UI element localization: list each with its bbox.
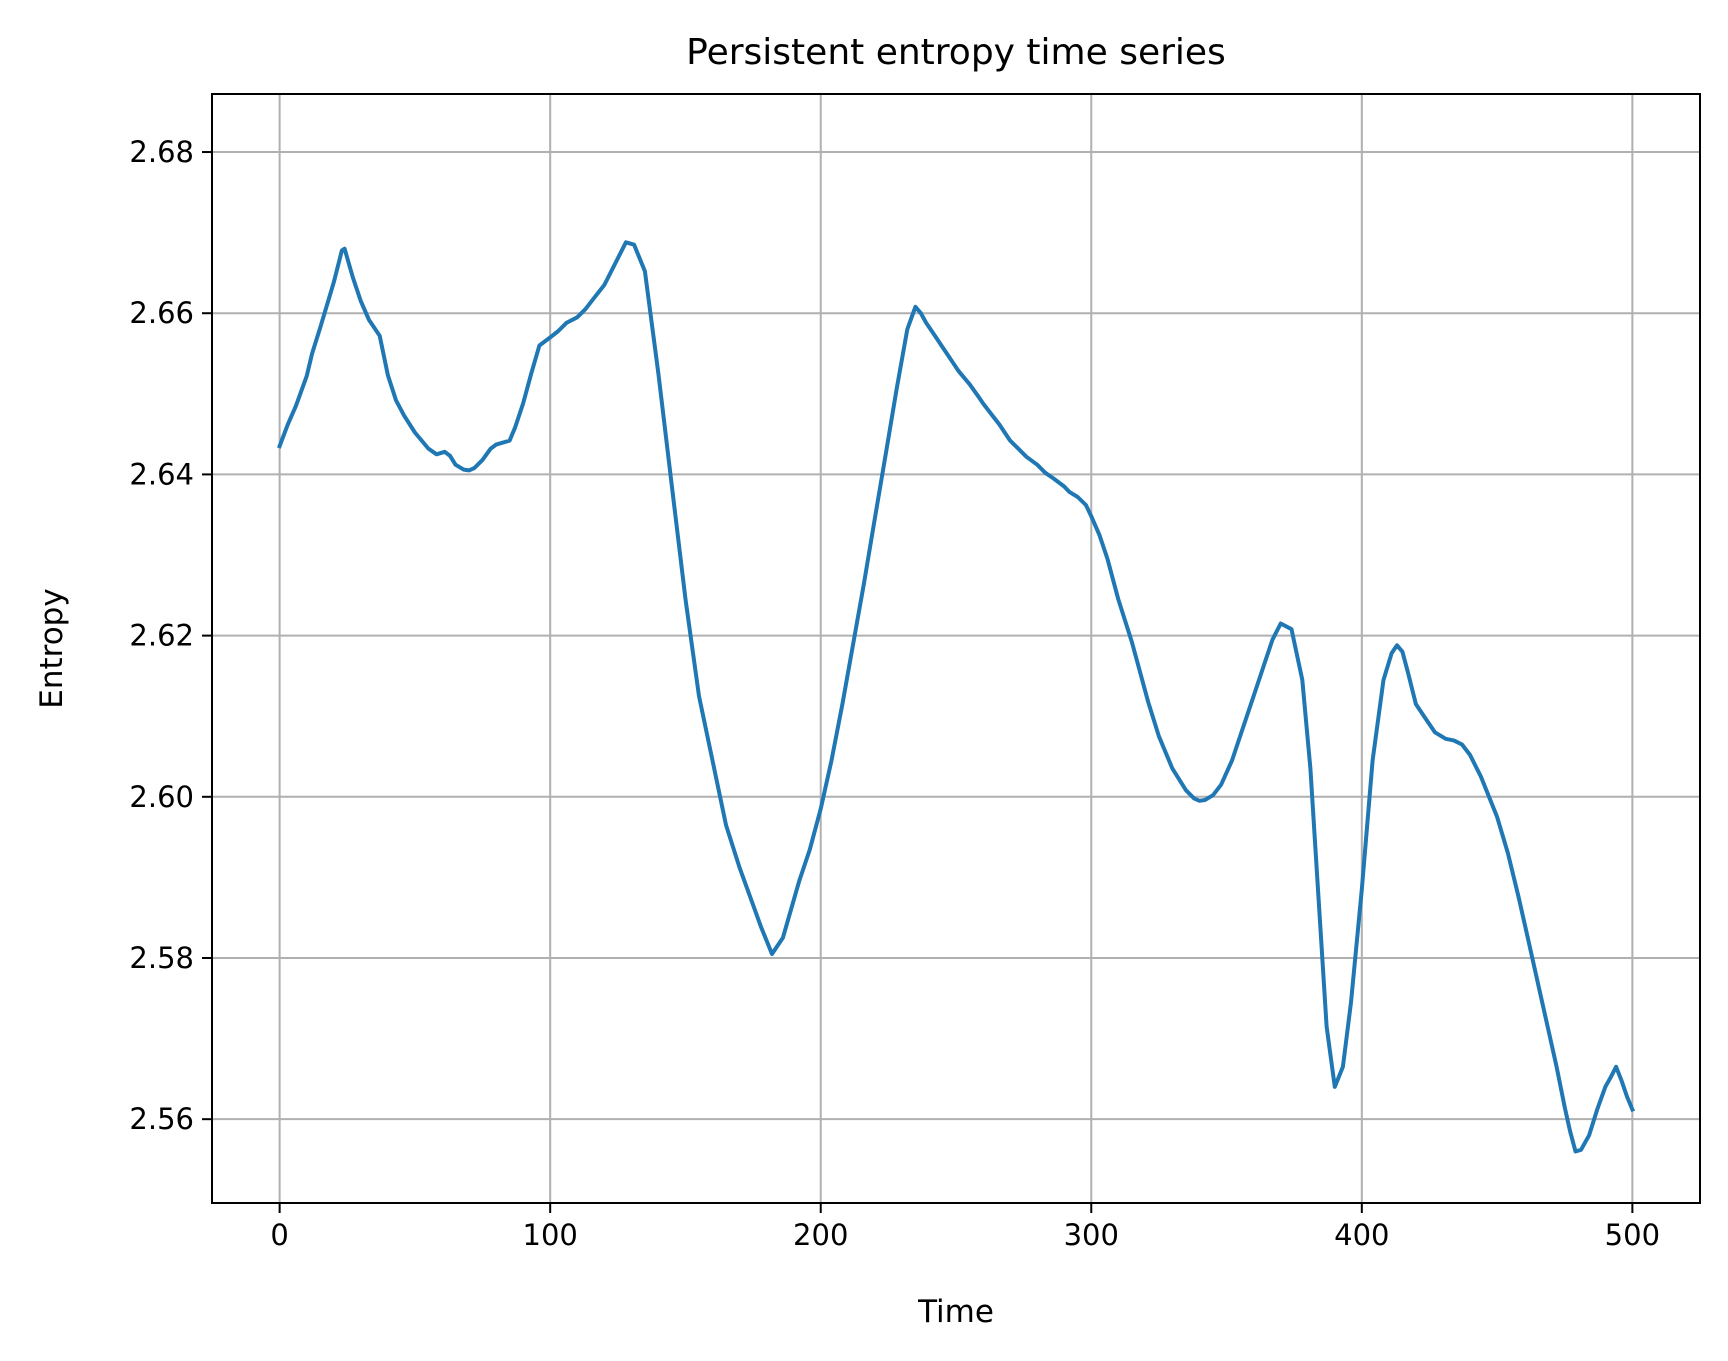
x-tick-label: 400: [1334, 1218, 1389, 1252]
x-tick-label: 300: [1064, 1218, 1119, 1252]
x-tick-label: 100: [523, 1218, 578, 1252]
x-tick-label: 200: [793, 1218, 848, 1252]
x-axis-ticks: 0 100 200 300 400 500: [270, 1203, 1660, 1252]
series-line-0: [277, 240, 1636, 1154]
x-tick-label: 500: [1605, 1218, 1660, 1252]
chart-title: Persistent entropy time series: [686, 32, 1226, 73]
y-tick-label: 2.66: [129, 296, 194, 330]
grid-lines: [212, 94, 1700, 1203]
y-tick-label: 2.68: [129, 135, 194, 169]
y-tick-label: 2.56: [129, 1102, 194, 1136]
plot-frame: [211, 93, 1701, 1204]
y-tick-label: 2.60: [129, 780, 194, 814]
y-axis-title: Entropy: [34, 588, 70, 708]
y-tick-label: 2.64: [129, 457, 194, 491]
x-axis-title: Time: [917, 1294, 994, 1330]
y-tick-label: 2.58: [129, 941, 194, 975]
series-layer: [277, 240, 1636, 1154]
y-axis-ticks: 2.56 2.58 2.60 2.62 2.64 2.66 2.68: [129, 135, 212, 1136]
x-tick-label: 0: [270, 1218, 288, 1252]
y-tick-label: 2.62: [129, 619, 194, 653]
